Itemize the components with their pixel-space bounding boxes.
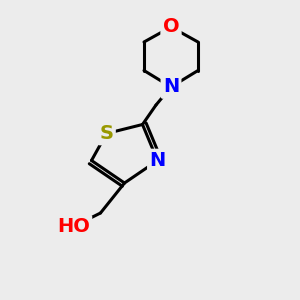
Text: HO: HO bbox=[57, 217, 90, 236]
Text: N: N bbox=[163, 77, 179, 97]
Text: S: S bbox=[100, 124, 113, 143]
Text: O: O bbox=[163, 17, 179, 37]
Text: N: N bbox=[149, 151, 166, 170]
